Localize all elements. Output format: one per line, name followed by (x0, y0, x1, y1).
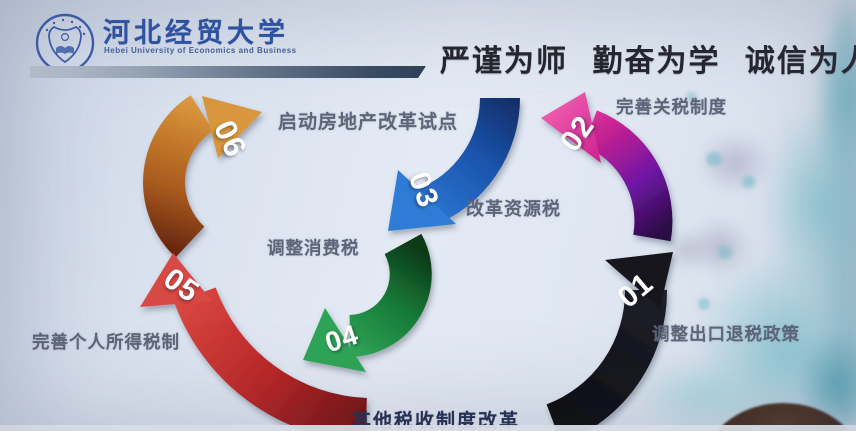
university-name-cn: 河北经贸大学 (103, 18, 289, 49)
screen-bottom-edge (0, 425, 856, 431)
step-label-04: 调整消费税 (267, 238, 360, 258)
step-label-06: 启动房地产改革试点 (278, 112, 459, 133)
motto-text: 严谨为师 勤奋为学 诚信为人 (440, 44, 856, 79)
arrow-04 (303, 233, 432, 372)
arrow-02 (541, 92, 673, 242)
step-label-03: 改革资源税 (466, 199, 561, 219)
header-divider-bar (30, 66, 426, 78)
step-label-01: 调整出口退税政策 (652, 324, 800, 344)
arrow-03 (388, 97, 520, 231)
university-name-en: Hebei University of Economics and Busine… (104, 46, 297, 55)
arrow-05 (140, 253, 368, 431)
step-label-05: 完善个人所得税制 (32, 332, 180, 352)
step-label-02: 完善关税制度 (616, 97, 727, 117)
arrow-01 (546, 252, 673, 431)
arrow-06 (143, 95, 262, 258)
